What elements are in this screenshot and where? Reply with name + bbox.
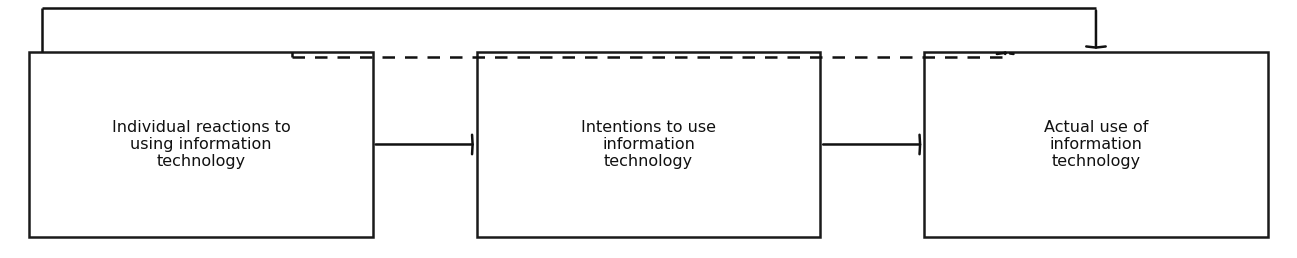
Text: Intentions to use
information
technology: Intentions to use information technology [581,119,716,170]
Bar [477,52,821,237]
Bar [923,52,1267,237]
Text: Individual reactions to
using information
technology: Individual reactions to using informatio… [112,119,291,170]
Bar [29,52,374,237]
Text: Actual use of
information
technology: Actual use of information technology [1044,119,1148,170]
